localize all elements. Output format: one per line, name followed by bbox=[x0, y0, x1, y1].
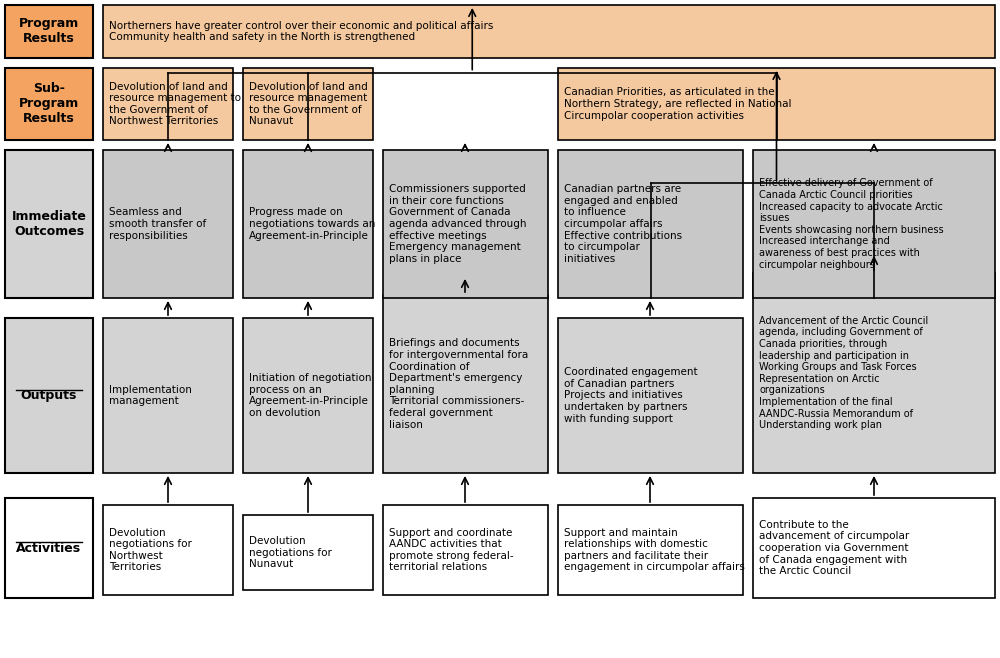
Text: Progress made on
negotiations towards an
Agreement-in-Principle: Progress made on negotiations towards an… bbox=[249, 207, 375, 241]
Bar bbox=[5, 498, 93, 598]
Text: Immediate
Outcomes: Immediate Outcomes bbox=[12, 210, 86, 238]
Bar bbox=[243, 515, 373, 590]
Bar bbox=[558, 505, 743, 595]
Bar bbox=[103, 5, 995, 58]
Text: Contribute to the
advancement of circumpolar
cooperation via Government
of Canad: Contribute to the advancement of circump… bbox=[759, 520, 909, 576]
Text: Seamless and
smooth transfer of
responsibilities: Seamless and smooth transfer of responsi… bbox=[109, 207, 206, 241]
Bar bbox=[243, 150, 373, 298]
Text: Northerners have greater control over their economic and political affairs
Commu: Northerners have greater control over th… bbox=[109, 20, 493, 42]
Text: Devolution of land and
resource management to
the Government of
Northwest Territ: Devolution of land and resource manageme… bbox=[109, 82, 241, 126]
Text: Activities: Activities bbox=[16, 542, 82, 555]
Text: Support and coordinate
AANDC activities that
promote strong federal-
territorial: Support and coordinate AANDC activities … bbox=[389, 528, 514, 572]
Bar bbox=[103, 505, 233, 595]
Bar bbox=[5, 68, 93, 140]
Bar bbox=[103, 150, 233, 298]
Bar bbox=[103, 68, 233, 140]
Bar bbox=[383, 505, 548, 595]
Bar bbox=[243, 318, 373, 473]
Text: Sub-
Program
Results: Sub- Program Results bbox=[19, 82, 79, 126]
Bar bbox=[5, 150, 93, 298]
Text: Devolution
negotiations for
Nunavut: Devolution negotiations for Nunavut bbox=[249, 536, 332, 569]
Text: Canadian Priorities, as articulated in the
Northern Strategy, are reflected in N: Canadian Priorities, as articulated in t… bbox=[564, 88, 792, 120]
Text: Program
Results: Program Results bbox=[19, 18, 79, 45]
Bar bbox=[5, 318, 93, 473]
Text: Commissioners supported
in their core functions
Government of Canada
agenda adva: Commissioners supported in their core fu… bbox=[389, 184, 526, 264]
Bar bbox=[753, 273, 995, 473]
Bar bbox=[753, 150, 995, 298]
Text: Support and maintain
relationships with domestic
partners and facilitate their
e: Support and maintain relationships with … bbox=[564, 528, 745, 572]
Text: Implementation
management: Implementation management bbox=[109, 385, 192, 406]
Bar bbox=[103, 318, 233, 473]
Text: Effective delivery of Government of
Canada Arctic Council priorities
Increased c: Effective delivery of Government of Cana… bbox=[759, 178, 944, 270]
Text: Devolution
negotiations for
Northwest
Territories: Devolution negotiations for Northwest Te… bbox=[109, 528, 192, 572]
Bar bbox=[383, 295, 548, 473]
Bar bbox=[753, 498, 995, 598]
Bar bbox=[558, 150, 743, 298]
Text: Outputs: Outputs bbox=[21, 389, 77, 402]
Text: Devolution of land and
resource management
to the Government of
Nunavut: Devolution of land and resource manageme… bbox=[249, 82, 368, 126]
Bar bbox=[243, 68, 373, 140]
Text: Initiation of negotiation
process on an
Agreement-in-Principle
on devolution: Initiation of negotiation process on an … bbox=[249, 373, 372, 418]
Text: Briefings and documents
for intergovernmental fora
Coordination of
Department's : Briefings and documents for intergovernm… bbox=[389, 338, 528, 430]
Bar bbox=[383, 150, 548, 298]
Bar bbox=[558, 318, 743, 473]
Bar bbox=[5, 5, 93, 58]
Text: Canadian partners are
engaged and enabled
to influence
circumpolar affairs
Effec: Canadian partners are engaged and enable… bbox=[564, 184, 682, 264]
Text: Advancement of the Arctic Council
agenda, including Government of
Canada priorit: Advancement of the Arctic Council agenda… bbox=[759, 316, 928, 430]
Text: Coordinated engagement
of Canadian partners
Projects and initiatives
undertaken : Coordinated engagement of Canadian partn… bbox=[564, 367, 698, 424]
Bar bbox=[558, 68, 995, 140]
